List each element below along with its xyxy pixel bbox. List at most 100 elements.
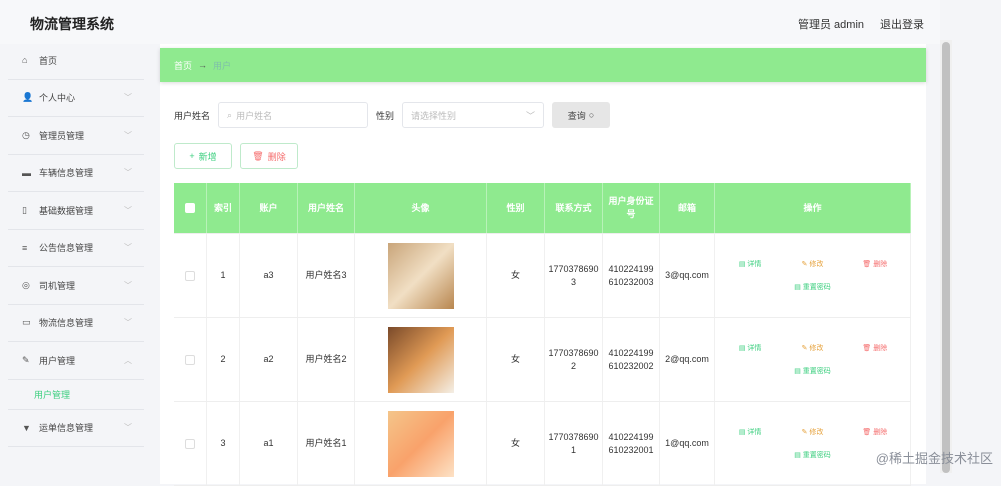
column-header[interactable]: 用户姓名 xyxy=(298,183,355,233)
detail-button[interactable]: ▤ 详情 xyxy=(738,260,762,268)
message-icon: ▭ xyxy=(22,317,31,328)
column-header[interactable]: 性别 xyxy=(487,183,545,233)
sidebar-item[interactable]: 👤 个人中心 ﹀ xyxy=(8,80,144,117)
sidebar-item-label: 司机管理 xyxy=(39,280,76,291)
gender-cell: 女 xyxy=(487,402,545,485)
user-table: 索引 账户 用户姓名 头像 性别 联系方式 用户身份证号 邮箱 操作 1 a3 用户姓名3 女 1770… xyxy=(174,183,911,486)
delete-label: 删除 xyxy=(267,151,286,162)
sidebar-item[interactable]: ≡ 公告信息管理 ﹀ xyxy=(8,230,144,267)
sidebar-item-label: 首页 xyxy=(39,55,58,66)
add-label: 新增 xyxy=(198,151,217,162)
sidebar-item[interactable]: ▼ 运单信息管理 ﹀ xyxy=(8,410,144,447)
add-button[interactable]: + 新增 xyxy=(174,143,232,169)
id-card-cell: 410224199610232002 xyxy=(603,318,660,401)
chevron-icon: ﹀ xyxy=(124,243,132,253)
sidebar-item[interactable]: ◷ 管理员管理 ﹀ xyxy=(8,117,144,155)
column-header[interactable]: 操作 xyxy=(715,183,911,233)
edit-button[interactable]: ✎ 修改 xyxy=(801,428,824,436)
column-header-label: 联系方式 xyxy=(555,202,592,213)
gender-select[interactable]: 请选择性别 ﹀ xyxy=(402,102,545,128)
chevron-icon: ﹀ xyxy=(124,205,132,215)
sidebar-item-label: 运单信息管理 xyxy=(39,423,94,434)
operations-cell: ▤ 详情 ✎ 修改 🗑 删除 ▤ 重置密码 xyxy=(715,234,911,317)
query-button[interactable]: 查询 ○ xyxy=(552,102,611,128)
sidebar-item[interactable]: ▭ 物流信息管理 ﹀ xyxy=(8,305,144,342)
breadcrumb-home[interactable]: 首页 xyxy=(174,60,193,71)
name-label: 用户姓名 xyxy=(174,110,211,121)
trash-icon: 🗑 xyxy=(252,150,264,161)
avatar-image xyxy=(387,242,454,309)
sidebar-item[interactable]: ✎ 用户管理 ︿ xyxy=(8,342,144,380)
avatar-image xyxy=(387,326,454,393)
avatar-cell xyxy=(355,234,487,317)
column-header-label: 用户姓名 xyxy=(307,202,344,213)
email-cell: 3@qq.com xyxy=(660,234,715,317)
delete-row-button[interactable]: 🗑 删除 xyxy=(862,260,888,268)
column-header[interactable]: 账户 xyxy=(240,183,298,233)
sidebar: ⌂ 首页 👤 个人中心 ﹀ ◷ 管理员管理 ﹀ ▬ 车辆信息管理 ﹀ ▯ 基础数据管理 ﹀ ≡ 公告信息管理 ﹀… xyxy=(8,42,144,447)
avatar-cell xyxy=(355,402,487,485)
delete-button[interactable]: 🗑 删除 xyxy=(240,143,298,169)
account-cell: a1 xyxy=(240,402,298,485)
chevron-icon: ﹀ xyxy=(124,280,132,290)
row-checkbox[interactable] xyxy=(174,234,207,317)
delete-row-button[interactable]: 🗑 删除 xyxy=(862,344,888,352)
breadcrumb-arrow: → xyxy=(198,60,208,70)
edit-button[interactable]: ✎ 修改 xyxy=(801,260,824,268)
table-row: 1 a3 用户姓名3 女 17703786903 410224199610232003 3@… xyxy=(174,234,911,318)
column-header-label: 性别 xyxy=(506,202,525,213)
sidebar-item[interactable]: ▯ 基础数据管理 ﹀ xyxy=(8,192,144,230)
search-bar: 用户姓名 ⌕ 用户姓名 性别 请选择性别 ﹀ 查询 ○ xyxy=(174,102,611,128)
chevron-down-icon: ﹀ xyxy=(526,110,536,121)
phone-cell: 17703786902 xyxy=(545,318,603,401)
column-header-label: 邮箱 xyxy=(677,202,696,213)
column-header-label: 头像 xyxy=(411,202,430,213)
column-header[interactable]: 头像 xyxy=(355,183,487,233)
scrollbar-thumb[interactable] xyxy=(942,42,950,473)
id-card-cell: 410224199610232003 xyxy=(603,234,660,317)
sidebar-item[interactable]: ◎ 司机管理 ﹀ xyxy=(8,267,144,305)
delete-row-button[interactable]: 🗑 删除 xyxy=(862,428,888,436)
name-cell: 用户姓名2 xyxy=(298,318,355,401)
select-all-checkbox[interactable] xyxy=(174,183,207,233)
reset-password-button[interactable]: ▤ 重置密码 xyxy=(794,283,831,291)
current-user: 管理员 admin xyxy=(798,19,865,31)
name-search-input[interactable]: ⌕ 用户姓名 xyxy=(218,102,369,128)
home-icon: ⌂ xyxy=(22,55,28,66)
table-header: 索引 账户 用户姓名 头像 性别 联系方式 用户身份证号 邮箱 操作 xyxy=(174,183,911,234)
account-cell: a3 xyxy=(240,234,298,317)
column-header-label: 账户 xyxy=(259,202,278,213)
logout-link[interactable]: 退出登录 xyxy=(880,19,924,31)
column-header-label: 用户身份证号 xyxy=(608,196,654,219)
row-checkbox[interactable] xyxy=(174,402,207,485)
sidebar-item-label: 基础数据管理 xyxy=(39,205,94,216)
sidebar-item-label: 公告信息管理 xyxy=(39,243,94,254)
name-cell: 用户姓名1 xyxy=(298,402,355,485)
reset-password-button[interactable]: ▤ 重置密码 xyxy=(794,451,831,459)
edit-icon: ✎ xyxy=(22,354,30,365)
gender-cell: 女 xyxy=(487,234,545,317)
gender-cell: 女 xyxy=(487,318,545,401)
detail-button[interactable]: ▤ 详情 xyxy=(738,428,762,436)
phone-cell: 17703786903 xyxy=(545,234,603,317)
column-header[interactable]: 索引 xyxy=(207,183,240,233)
index-cell: 2 xyxy=(207,318,240,401)
sidebar-item-label: 物流信息管理 xyxy=(39,318,94,329)
row-checkbox[interactable] xyxy=(174,318,207,401)
table-row: 3 a1 用户姓名1 女 17703786901 410224199610232001 1@… xyxy=(174,402,911,486)
phone-cell: 17703786901 xyxy=(545,402,603,485)
sidebar-item[interactable]: ▬ 车辆信息管理 ﹀ xyxy=(8,155,144,192)
index-cell: 3 xyxy=(207,402,240,485)
sidebar-item[interactable]: ⌂ 首页 xyxy=(8,42,144,80)
query-label: 查询 xyxy=(567,110,586,121)
column-header[interactable]: 邮箱 xyxy=(660,183,715,233)
sidebar-subitem-user-management[interactable]: 用户管理 xyxy=(8,380,144,410)
detail-button[interactable]: ▤ 详情 xyxy=(738,344,762,352)
column-header-label: 操作 xyxy=(803,202,822,213)
reset-password-button[interactable]: ▤ 重置密码 xyxy=(794,367,831,375)
column-header[interactable]: 联系方式 xyxy=(545,183,603,233)
column-header[interactable]: 用户身份证号 xyxy=(603,183,660,233)
edit-button[interactable]: ✎ 修改 xyxy=(801,344,824,352)
operations-cell: ▤ 详情 ✎ 修改 🗑 删除 ▤ 重置密码 xyxy=(715,318,911,401)
email-cell: 2@qq.com xyxy=(660,318,715,401)
